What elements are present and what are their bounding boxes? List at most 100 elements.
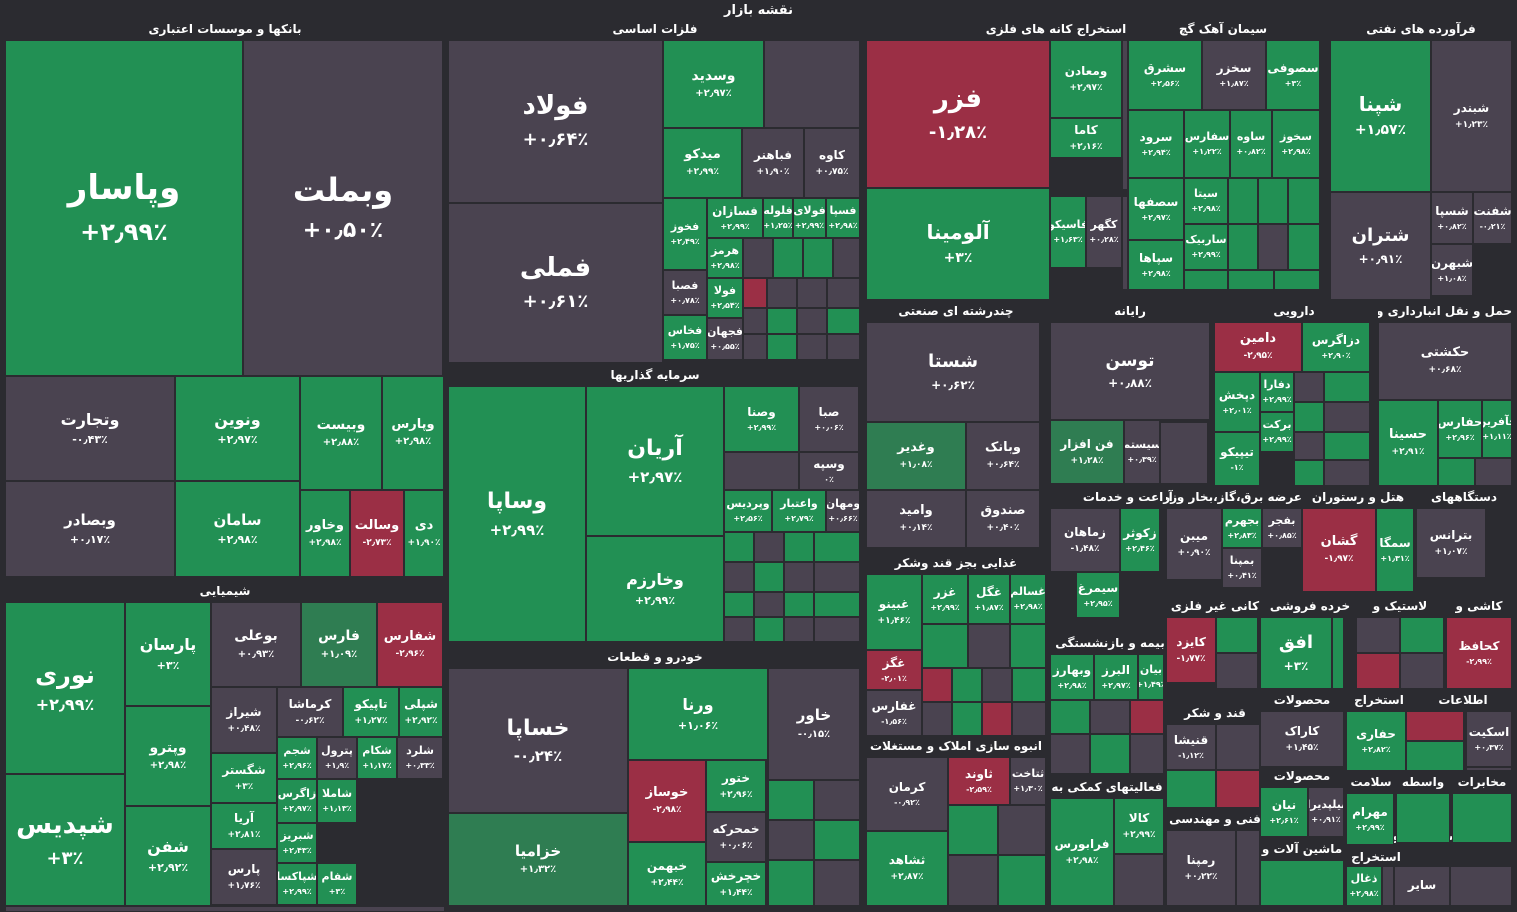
treemap-cell[interactable] [797,334,827,360]
treemap-cell[interactable] [1332,617,1344,689]
treemap-cell[interactable] [1400,617,1444,653]
treemap-cell[interactable] [1324,372,1370,402]
treemap-tile[interactable]: زماهان -۱٫۴۸٪ [1050,508,1120,572]
treemap-cell[interactable] [768,820,814,860]
treemap-tile[interactable]: دزاگرس +۲٫۹۰٪ [1302,322,1370,372]
treemap-cell[interactable] [827,308,860,334]
treemap-cell[interactable] [1160,422,1208,484]
treemap-tile[interactable]: صبا +۰٫۰۶٪ [799,386,859,452]
treemap-tile[interactable]: مهرام +۲٫۹۹٪ [1346,793,1394,845]
treemap-cell[interactable] [724,452,799,490]
treemap-cell[interactable] [1184,270,1228,290]
treemap-tile[interactable]: بفجر +۰٫۸۵٪ [1262,508,1302,548]
treemap-cell[interactable] [803,238,833,278]
treemap-tile[interactable]: فزر -۱٫۲۸٪ [866,40,1050,188]
treemap-tile[interactable]: قنیشا -۱٫۱۲٪ [1166,724,1216,770]
treemap-cell[interactable] [998,855,1046,906]
treemap-tile[interactable]: شیراز +۰٫۴۸٪ [211,687,277,753]
treemap-tile[interactable]: فن افزار +۱٫۲۸٪ [1050,420,1124,484]
treemap-tile[interactable]: نیان +۲٫۶۱٪ [1260,787,1308,837]
treemap-cell[interactable] [1216,653,1258,689]
treemap-cell[interactable] [982,702,1012,736]
treemap-cell[interactable] [1114,854,1164,906]
treemap-tile[interactable]: ثاوند -۲٫۵۹٪ [948,757,1010,805]
treemap-tile[interactable]: بترانس +۱٫۰۷٪ [1416,508,1486,578]
treemap-cell[interactable] [952,702,982,736]
treemap-cell[interactable] [814,780,860,820]
treemap-cell[interactable] [1382,866,1394,906]
treemap-cell[interactable] [797,278,827,308]
treemap-tile[interactable]: بوعلی +۰٫۹۳٪ [211,602,301,687]
treemap-tile[interactable]: خوساز -۲٫۹۸٪ [628,760,706,842]
treemap-tile[interactable]: وسپه ۰٪ [799,452,859,490]
treemap-cell[interactable] [948,805,998,855]
treemap-cell[interactable] [768,780,814,820]
treemap-tile[interactable]: تیپیکو -۱٪ [1214,432,1260,486]
treemap-tile[interactable]: خساپا -۰٫۲۴٪ [448,668,628,813]
treemap-tile[interactable]: پترول +۱٫۹٪ [317,737,357,779]
treemap-tile[interactable]: فخوز +۲٫۴۹٪ [663,198,707,270]
treemap-cell[interactable] [1216,770,1260,808]
treemap-cell[interactable] [1012,668,1046,702]
treemap-cell[interactable] [1216,724,1260,770]
treemap-cell[interactable] [1294,402,1324,432]
treemap-tile[interactable]: سصفها +۲٫۹۷٪ [1128,178,1184,240]
treemap-tile[interactable]: حسینا +۲٫۹۱٪ [1378,400,1438,486]
treemap-tile[interactable]: حکشتی +۰٫۶۸٪ [1378,322,1512,400]
treemap-tile[interactable]: وپترو +۲٫۹۸٪ [125,706,211,806]
treemap-tile[interactable]: حفاری +۲٫۸۲٪ [1346,711,1406,771]
treemap-tile[interactable]: وبانک +۰٫۶۴٪ [966,422,1040,490]
treemap-cell[interactable] [1466,767,1512,771]
treemap-cell[interactable] [754,532,784,562]
treemap-tile[interactable]: فخاس +۱٫۷۵٪ [663,315,707,360]
treemap-cell[interactable] [1288,178,1320,224]
treemap-tile[interactable]: غزر +۲٫۹۹٪ [922,574,968,624]
treemap-cell[interactable] [1396,793,1450,843]
treemap-tile[interactable]: شگستر +۳٪ [211,753,277,803]
treemap-tile[interactable]: بمپنا +۰٫۴۱٪ [1222,548,1262,588]
treemap-cell[interactable] [814,562,860,592]
treemap-cell[interactable] [1258,224,1288,270]
treemap-tile[interactable]: دامین -۲٫۹۵٪ [1214,322,1302,372]
treemap-tile[interactable]: صندوق +۰٫۴۰٪ [966,490,1040,548]
treemap-tile[interactable]: شکام +۱٫۱۷٪ [357,737,397,779]
treemap-tile[interactable]: شاملا +۱٫۱۳٪ [317,779,357,823]
treemap-tile[interactable]: سپاها +۲٫۹۸٪ [1128,240,1184,290]
treemap-tile[interactable]: شپاکسا +۲٫۹۹٪ [277,863,317,905]
treemap-tile[interactable]: شبریز +۲٫۴۳٪ [277,823,317,863]
treemap-tile[interactable]: کاوه +۰٫۷۵٪ [804,128,860,198]
treemap-tile[interactable]: ثشاهد +۲٫۸۷٪ [866,831,948,906]
treemap-tile[interactable]: سیتا +۲٫۹۸٪ [1184,178,1228,224]
treemap-cell[interactable] [1450,866,1512,906]
treemap-tile[interactable]: شجم +۲٫۹۶٪ [277,737,317,779]
treemap-cell[interactable] [754,562,784,592]
treemap-tile[interactable]: غگز -۲٫۰۱٪ [866,650,922,690]
treemap-tile[interactable]: حفارس +۲٫۹۶٪ [1438,400,1482,458]
treemap-tile[interactable]: کاراک +۱٫۴۵٪ [1260,711,1344,767]
treemap-cell[interactable] [833,238,860,278]
treemap-cell[interactable] [922,702,952,736]
treemap-cell[interactable] [1122,40,1128,190]
treemap-cell[interactable] [797,308,827,334]
treemap-tile[interactable]: خچرخش +۱٫۴۴٪ [706,862,766,906]
treemap-tile[interactable]: فرابورس +۲٫۹۸٪ [1050,798,1114,906]
treemap-tile[interactable]: شفام +۳٪ [317,863,357,905]
treemap-cell[interactable] [1400,653,1444,689]
treemap-tile[interactable]: شفارس -۲٫۹۶٪ [377,602,443,687]
treemap-cell[interactable] [1258,178,1288,224]
treemap-tile[interactable]: دی +۱٫۹۰٪ [404,490,444,577]
treemap-cell[interactable] [1452,793,1512,843]
treemap-cell[interactable] [814,617,860,642]
treemap-cell[interactable] [724,562,754,592]
treemap-tile[interactable]: کاما +۲٫۱۶٪ [1050,118,1122,158]
treemap-tile[interactable]: واعتبار +۲٫۷۹٪ [772,490,826,532]
treemap-tile[interactable]: برکت +۲٫۹۹٪ [1260,412,1294,452]
treemap-tile[interactable]: فولا +۲٫۵۴٪ [707,278,743,318]
treemap-tile[interactable]: وصنا +۲٫۹۹٪ [724,386,799,452]
treemap-cell[interactable] [724,617,754,642]
treemap-tile[interactable]: شفن +۲٫۹۲٪ [125,806,211,906]
treemap-cell[interactable] [1228,224,1258,270]
treemap-cell[interactable] [773,238,803,278]
treemap-tile[interactable]: گشان -۱٫۹۷٪ [1302,508,1376,592]
treemap-cell[interactable] [1438,458,1475,486]
